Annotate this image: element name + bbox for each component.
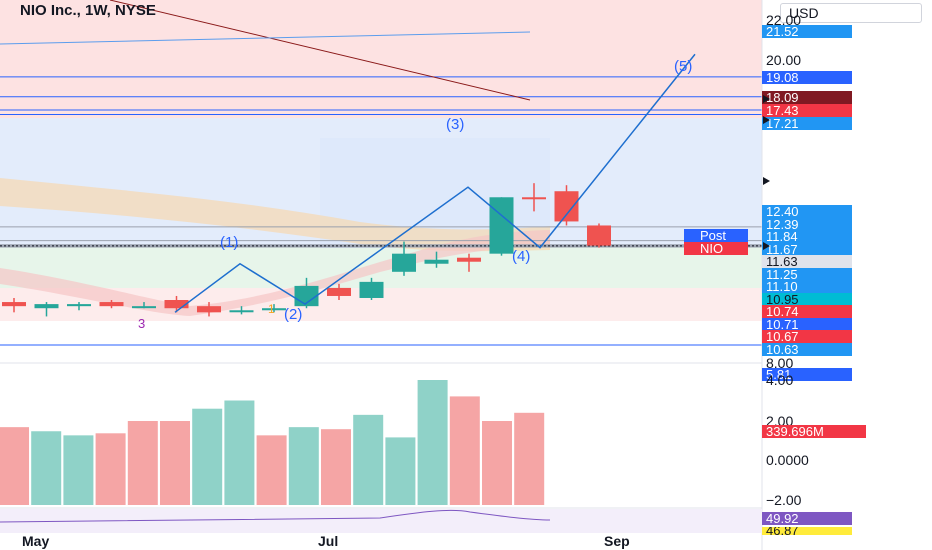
wave-label-4: (4) [512, 248, 531, 265]
volume-bar-7 [224, 400, 255, 505]
candle-body-15 [489, 197, 514, 254]
resistance-zone [0, 0, 762, 118]
minor-wave-label-1: 1 [268, 302, 275, 316]
x-label-may: May [22, 533, 50, 549]
price-axis-label-5: 17.43 [762, 104, 852, 117]
candle-body-4 [132, 306, 156, 309]
candle-body-5 [164, 300, 189, 309]
candle-body-3 [99, 302, 124, 307]
ma-ribbon [0, 178, 550, 252]
candle-body-2 [67, 304, 91, 307]
volume-bar-15 [482, 421, 512, 505]
price-axis-label-13: 11.10 [762, 280, 852, 293]
volume-badge: 339.696M [762, 425, 866, 438]
candle-body-14 [457, 257, 481, 262]
rsi-value-badge: 49.92 [762, 512, 852, 525]
price-axis-label-17: 10.67 [762, 330, 852, 343]
price-axis-label-18: 10.63 [762, 343, 852, 356]
candle-body-13 [424, 259, 449, 264]
elliott-wave-path [174, 53, 696, 313]
chart-title[interactable]: NIO Inc., 1W, NYSE [20, 2, 156, 19]
ascending-trendline [0, 31, 531, 45]
price-axis-label-16: 10.71 [762, 318, 852, 331]
price-axis-label-3: 19.08 [762, 71, 852, 84]
alert-marker-1 [763, 95, 770, 103]
candle-body-6 [197, 306, 221, 313]
candle-body-7 [229, 310, 254, 313]
price-axis-label-10: 11.67 [762, 243, 852, 256]
price-axis-label-12: 11.25 [762, 268, 852, 281]
volume-bar-16 [514, 412, 545, 505]
candle-body-10 [327, 287, 351, 296]
price-axis-label-4: 18.09 [762, 91, 852, 104]
price-axis-label-15: 10.74 [762, 305, 852, 318]
price-axis-label-19: 8.00 [766, 355, 794, 371]
volume-bar-11 [353, 414, 384, 505]
wave-label-3: (3) [446, 116, 465, 133]
price-axis-label-9: 11.84 [762, 230, 852, 243]
currency-selector[interactable]: USD [780, 3, 922, 23]
candle-body-1 [34, 304, 59, 309]
price-axis-label-1: 21.52 [762, 25, 852, 38]
price-axis-label-11: 11.63 [762, 255, 852, 268]
wave-label-1: (1) [220, 234, 239, 251]
volume-tick-0: 0.0000 [766, 452, 809, 468]
x-label-jul: Jul [318, 533, 339, 549]
price-axis-label-14: 10.95 [762, 293, 852, 306]
volume-bar-2 [63, 435, 94, 505]
volume-bar-8 [256, 435, 287, 505]
volume-bar-6 [192, 408, 223, 505]
alert-marker-2 [763, 116, 770, 124]
ticker-label: NIO [684, 242, 748, 255]
candle-body-12 [392, 253, 416, 272]
candle-body-11 [359, 281, 384, 298]
price-axis-label-0: 22.00 [766, 12, 802, 28]
volume-tick-neg2: −2.00 [766, 492, 802, 508]
candle-body-17 [554, 191, 579, 222]
candle-body-0 [2, 302, 26, 307]
candle-body-16 [522, 197, 546, 200]
price-axis-label-2: 20.00 [766, 52, 802, 68]
volume-bar-10 [321, 429, 351, 505]
volume-bar-14 [449, 396, 480, 505]
wave-label-5: (5) [674, 58, 693, 75]
price-axis-label-8: 12.39 [762, 218, 852, 231]
alert-marker-4 [763, 242, 770, 250]
rsi-secondary-badge: 46.87 [762, 527, 852, 535]
volume-bar-9 [288, 427, 319, 505]
candle-body-18 [587, 225, 611, 246]
volume-bar-3 [95, 433, 126, 505]
volume-bar-0 [0, 427, 29, 505]
volume-bar-12 [385, 437, 416, 505]
price-axis-label-6: 17.21 [762, 117, 852, 130]
volume-tick-4: 4.00 [766, 372, 794, 388]
volume-bar-4 [127, 421, 158, 505]
x-label-sep: Sep [604, 533, 630, 549]
alert-marker-3 [763, 177, 770, 185]
post-market-label: Post [684, 229, 748, 242]
price-axis-label-7: 12.40 [762, 205, 852, 218]
volume-bar-13 [417, 380, 448, 505]
minor-wave-label-3: 3 [138, 316, 146, 331]
rsi-line [0, 509, 551, 523]
volume-bar-1 [31, 431, 62, 505]
price-axis-label-20: 5.81 [762, 368, 852, 381]
volume-bar-5 [160, 421, 190, 505]
descending-trendline [109, 0, 531, 101]
candle-body-8 [262, 308, 286, 311]
wave-label-2: (2) [284, 306, 303, 323]
